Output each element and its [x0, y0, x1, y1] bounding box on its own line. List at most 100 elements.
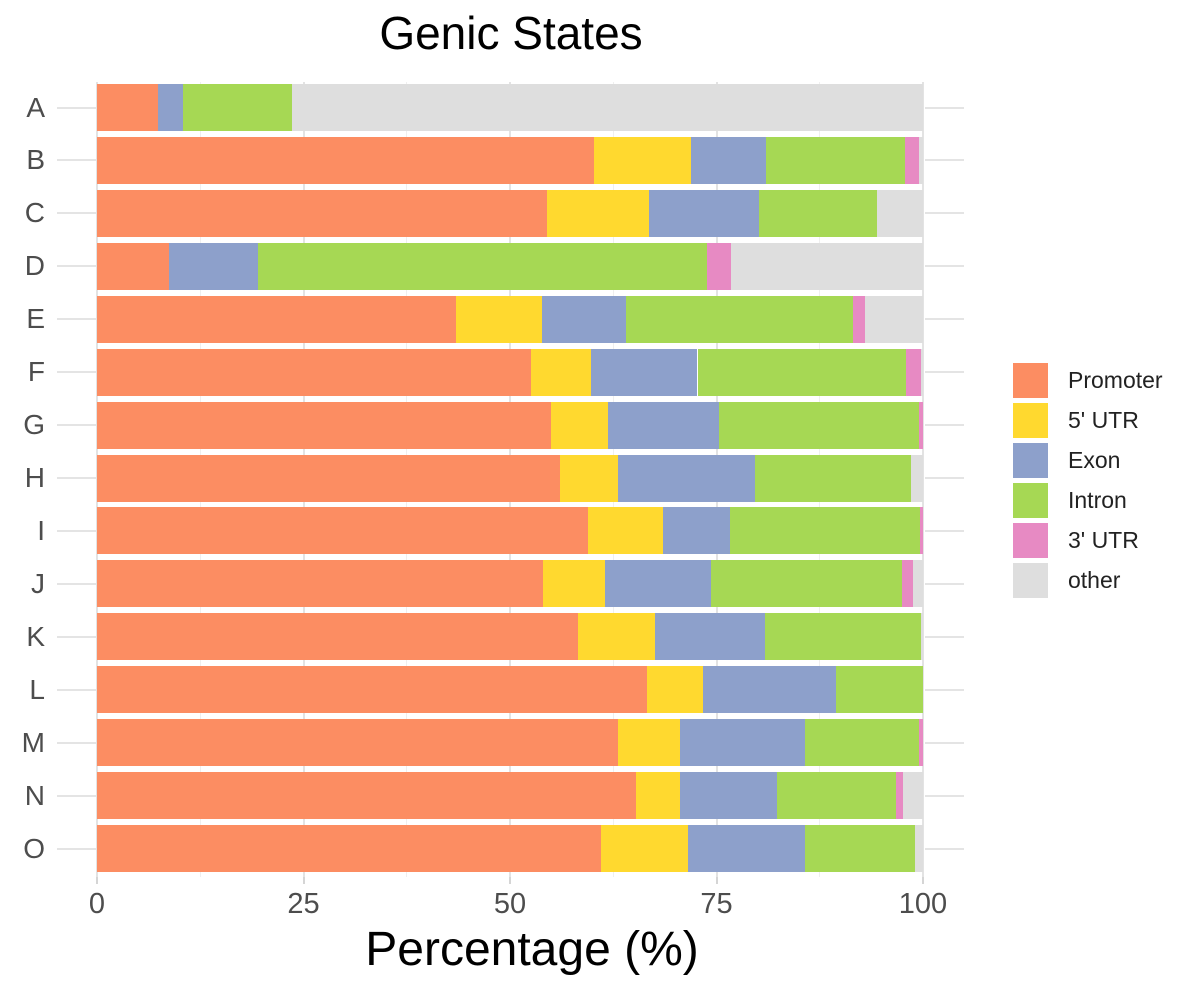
y-axis-label-L: L [29, 673, 45, 705]
x-axis-tick-label: 25 [287, 888, 320, 920]
bar-segment-M-5UTR [618, 719, 681, 767]
y-tick-left [57, 582, 96, 585]
bar-segment-A-Exon [158, 84, 183, 131]
y-tick-left [57, 212, 96, 215]
bar-segment-K-5UTR [577, 613, 655, 661]
y-tick-right [925, 847, 964, 850]
legend-item-exon: Exon [1013, 443, 1200, 478]
bar-segment-A-Promoter [97, 84, 159, 131]
bar-segment-O-Promoter [97, 825, 601, 873]
bar-segment-H-Intron [755, 454, 912, 502]
bar-segment-O-Intron [804, 825, 915, 873]
legend-swatch-intron [1013, 483, 1048, 518]
legend-swatch-3utr [1013, 523, 1048, 558]
bar-segment-N-other [903, 772, 923, 820]
bar-segment-I-Intron [729, 507, 920, 555]
y-tick-right [925, 582, 964, 585]
y-tick-right [925, 424, 964, 427]
y-axis-label-I: I [37, 514, 45, 546]
bar-segment-I-3UTR [919, 507, 923, 555]
bar-segment-L-Exon [703, 666, 837, 714]
bar-segment-C-other [876, 189, 923, 237]
bar-segment-F-other [920, 348, 923, 396]
y-axis-label-G: G [23, 409, 45, 441]
bar-segment-H-other [911, 454, 923, 502]
y-axis-label-H: H [24, 462, 45, 493]
bar-segment-E-Promoter [97, 295, 457, 343]
bar-segment-H-Exon [618, 454, 756, 502]
bar-segment-M-Intron [804, 719, 919, 767]
bar-segment-N-5UTR [635, 772, 681, 820]
bar-segment-D-Promoter [97, 242, 169, 290]
y-tick-left [57, 318, 96, 321]
legend-swatch-exon [1013, 443, 1048, 478]
bar-segment-F-5UTR [531, 348, 591, 396]
bar-segment-N-3UTR [895, 772, 904, 820]
y-tick-right [925, 318, 964, 321]
bar-segment-F-Exon [590, 348, 698, 396]
bar-segment-L-Promoter [97, 666, 648, 714]
x-tick [922, 877, 924, 884]
y-axis-label-F: F [27, 356, 45, 388]
bar-segment-B-Intron [766, 136, 905, 184]
legend-swatch-promoter [1013, 363, 1048, 398]
legend-item-3utr: 3' UTR [1013, 523, 1200, 558]
bar-segment-N-Exon [680, 772, 777, 820]
y-tick-right [925, 371, 964, 374]
bar-segment-J-Intron [710, 560, 902, 608]
bar-segment-J-other [913, 560, 923, 608]
x-axis-title: Percentage (%) [365, 923, 699, 976]
x-tick [96, 877, 98, 884]
legend-item-other: other [1013, 563, 1200, 598]
bar-segment-M-3UTR [918, 719, 923, 767]
y-tick-left [57, 424, 96, 427]
bar-segment-N-Intron [776, 772, 896, 820]
y-axis-label-E: E [26, 303, 45, 335]
bar-segment-H-5UTR [560, 454, 619, 502]
y-axis-label-K: K [26, 620, 45, 652]
y-axis-label-N: N [24, 779, 45, 811]
bar-segment-O-Exon [687, 825, 805, 873]
legend-label: 3' UTR [1068, 527, 1139, 553]
y-tick-right [925, 106, 964, 109]
bar-segment-J-5UTR [543, 560, 605, 608]
x-axis-tick-label: 75 [700, 888, 733, 920]
legend-item-5utr: 5' UTR [1013, 403, 1200, 438]
y-axis-label-C: C [24, 197, 45, 229]
bar-segment-K-Promoter [97, 613, 578, 661]
y-axis-label-A: A [26, 91, 45, 123]
bar-segment-E-5UTR [456, 295, 543, 343]
y-axis-label-D: D [24, 250, 45, 282]
legend-swatch-5utr [1013, 403, 1048, 438]
bar-segment-A-Intron [182, 84, 292, 131]
bar-segment-O-5UTR [600, 825, 688, 873]
y-tick-left [57, 106, 96, 109]
bar-segment-D-Intron [258, 242, 707, 290]
bar-segment-A-other [291, 84, 923, 131]
bar-segment-C-5UTR [547, 189, 649, 237]
bar-segment-C-Intron [758, 189, 877, 237]
bar-segment-F-Intron [697, 348, 906, 396]
bar-segment-E-other [865, 295, 923, 343]
bar-segment-G-Exon [608, 401, 719, 449]
bar-segment-D-3UTR [706, 242, 731, 290]
bar-segment-K-Exon [654, 613, 766, 661]
bar-segment-B-Exon [690, 136, 767, 184]
y-tick-left [57, 477, 96, 479]
y-tick-right [925, 529, 964, 532]
y-tick-right [925, 477, 964, 479]
bar-segment-G-Intron [718, 401, 919, 449]
legend-label: Intron [1068, 487, 1127, 513]
plot-panel [96, 82, 924, 877]
y-tick-left [57, 688, 96, 691]
bar-segment-L-Intron [836, 666, 923, 714]
bar-segment-M-Promoter [97, 719, 619, 767]
bar-segment-D-Exon [168, 242, 259, 290]
y-axis-label-J: J [31, 567, 45, 599]
y-tick-left [57, 741, 96, 744]
bar-segment-L-5UTR [647, 666, 704, 714]
legend-item-intron: Intron [1013, 483, 1200, 518]
bar-segment-D-other [730, 242, 923, 290]
bar-segment-O-other [914, 825, 923, 873]
